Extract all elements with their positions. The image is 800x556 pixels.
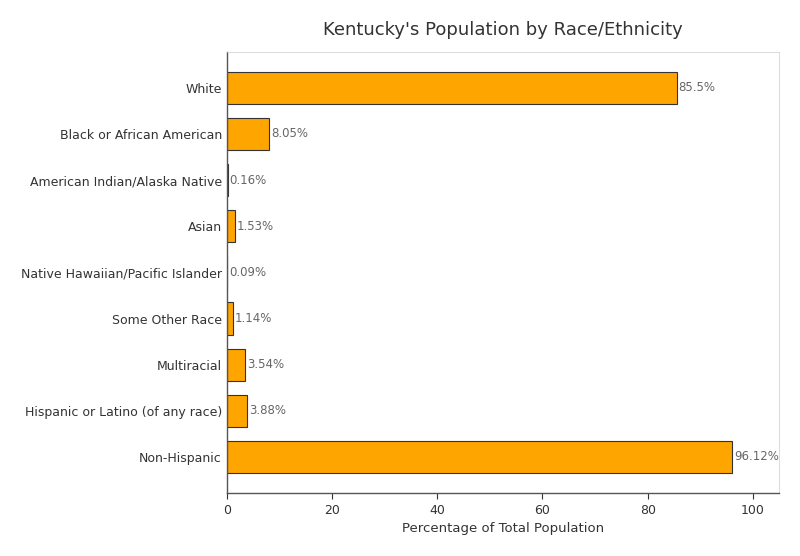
Text: 0.16%: 0.16%: [230, 173, 267, 187]
Text: 8.05%: 8.05%: [271, 127, 308, 140]
Text: 1.14%: 1.14%: [234, 312, 272, 325]
Bar: [226, 118, 269, 150]
Text: 3.54%: 3.54%: [247, 358, 285, 371]
Text: 1.53%: 1.53%: [237, 220, 274, 233]
Text: 3.88%: 3.88%: [250, 404, 286, 418]
Bar: [226, 349, 246, 381]
Bar: [226, 210, 234, 242]
Text: 85.5%: 85.5%: [678, 81, 716, 94]
Bar: [226, 164, 227, 196]
Bar: [226, 441, 733, 473]
Bar: [226, 302, 233, 335]
Text: 0.09%: 0.09%: [230, 266, 266, 279]
Bar: [226, 395, 247, 427]
Title: Kentucky's Population by Race/Ethnicity: Kentucky's Population by Race/Ethnicity: [323, 21, 683, 39]
X-axis label: Percentage of Total Population: Percentage of Total Population: [402, 522, 604, 535]
Bar: [226, 72, 677, 104]
Text: 96.12%: 96.12%: [734, 450, 779, 464]
